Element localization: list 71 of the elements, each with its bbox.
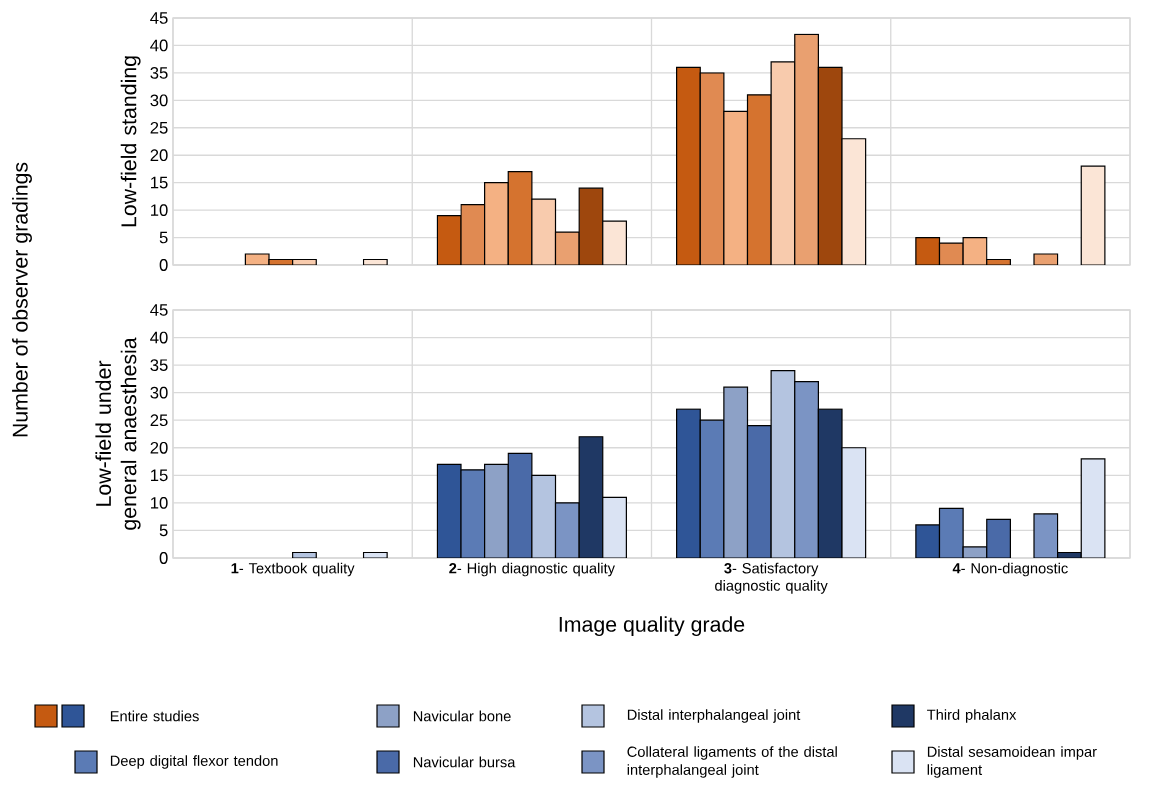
legend-label: Third phalanx xyxy=(927,709,1017,723)
y-tick-label: 25 xyxy=(150,121,168,134)
bar xyxy=(770,61,796,265)
x-axis-title: Image quality grade xyxy=(559,616,745,637)
y-tick-label: 5 xyxy=(159,231,168,244)
legend-label: Navicular bursa xyxy=(413,756,516,768)
y-tick-label: 0 xyxy=(159,259,168,271)
y-tick-label: 25 xyxy=(150,414,168,427)
y-tick-label: 10 xyxy=(151,204,168,217)
bar xyxy=(938,507,964,558)
bar xyxy=(794,381,819,558)
bar xyxy=(746,94,772,265)
bar xyxy=(770,370,796,558)
bar xyxy=(507,452,533,558)
text: Number of observer gradings xyxy=(12,162,32,437)
y-tick-label: 45 xyxy=(150,304,168,316)
x-tick-label: 1- Textbook quality xyxy=(231,562,355,577)
y-tick-label: 20 xyxy=(150,149,168,162)
bar xyxy=(676,408,701,558)
bar xyxy=(746,425,772,558)
legend-label: Entire studies xyxy=(110,710,199,722)
y-tick-label: 35 xyxy=(150,67,168,79)
y-axis-title: Low-field standing xyxy=(120,56,141,227)
bar xyxy=(554,502,580,558)
bar xyxy=(841,138,867,265)
bar xyxy=(484,463,509,558)
y-tick-label: 30 xyxy=(150,386,168,399)
bar xyxy=(723,386,749,558)
legend-label: Distal sesamoidean impar ligament xyxy=(927,746,1097,778)
bar xyxy=(484,182,509,265)
bar xyxy=(794,33,819,265)
legend-label: Distal interphalangeal joint xyxy=(627,709,801,723)
y-tick-label: 40 xyxy=(150,39,168,52)
bar xyxy=(578,187,604,265)
x-tick-label: 2- High diagnostic quality xyxy=(449,562,615,577)
y-tick-label: 40 xyxy=(150,331,168,344)
bar xyxy=(723,110,749,265)
bar xyxy=(602,496,627,558)
y-tick-label: 10 xyxy=(151,496,168,509)
x-tick-label: 4- Non-diagnostic xyxy=(952,562,1068,577)
bar xyxy=(436,214,462,265)
y-tick-label: 15 xyxy=(151,176,168,189)
legend-label: Collateral ligaments of the distal interphalangeal joint xyxy=(627,746,837,778)
bar xyxy=(531,474,557,558)
y-tick-label: 45 xyxy=(150,12,168,24)
y-tick-label: 5 xyxy=(159,524,168,537)
x-tick-label: 3- Satisfactory diagnostic quality xyxy=(715,562,828,594)
bar xyxy=(676,66,701,265)
bar xyxy=(436,463,462,558)
bar xyxy=(507,171,533,265)
y-tick-label: 0 xyxy=(159,552,168,564)
bar xyxy=(841,447,867,558)
y-axis-title: Low-field under general anaesthesia xyxy=(95,337,141,530)
bar xyxy=(986,518,1011,558)
bar xyxy=(1080,458,1106,558)
bar xyxy=(578,436,604,558)
y-tick-label: 15 xyxy=(151,469,168,482)
bar xyxy=(699,419,725,558)
bar xyxy=(817,408,843,558)
legend-label: Deep digital flexor tendon xyxy=(110,755,278,769)
bar xyxy=(602,220,627,265)
bar xyxy=(460,204,486,265)
bar xyxy=(460,469,486,558)
bar xyxy=(817,66,843,265)
bar xyxy=(531,198,557,265)
y-tick-label: 35 xyxy=(150,359,168,371)
legend-label: Navicular bone xyxy=(413,710,511,722)
y-tick-label: 30 xyxy=(150,94,168,107)
bar xyxy=(699,72,725,265)
bar xyxy=(1080,165,1106,265)
y-tick-label: 20 xyxy=(150,441,168,454)
